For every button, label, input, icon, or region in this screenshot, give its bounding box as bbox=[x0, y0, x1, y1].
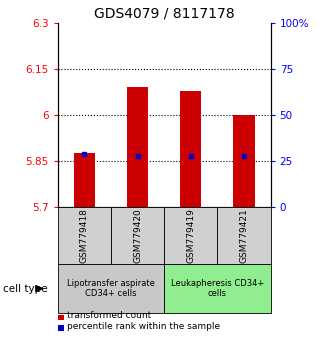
Bar bbox=[58, 264, 164, 313]
Text: GSM779419: GSM779419 bbox=[186, 208, 195, 263]
Text: Leukapheresis CD34+
cells: Leukapheresis CD34+ cells bbox=[171, 279, 264, 298]
Bar bbox=[180, 91, 201, 207]
Text: percentile rank within the sample: percentile rank within the sample bbox=[67, 322, 220, 331]
Text: transformed count: transformed count bbox=[67, 312, 151, 320]
Bar bbox=[164, 207, 217, 264]
Bar bbox=[111, 207, 164, 264]
Text: cell type: cell type bbox=[3, 284, 48, 293]
Bar bbox=[58, 207, 111, 264]
Text: GSM779421: GSM779421 bbox=[240, 208, 248, 263]
Bar bbox=[164, 264, 271, 313]
Text: GSM779420: GSM779420 bbox=[133, 208, 142, 263]
Bar bbox=[127, 87, 148, 207]
Title: GDS4079 / 8117178: GDS4079 / 8117178 bbox=[94, 6, 235, 21]
Bar bbox=[233, 115, 255, 207]
Bar bbox=[74, 153, 95, 207]
Text: Lipotransfer aspirate
CD34+ cells: Lipotransfer aspirate CD34+ cells bbox=[67, 279, 155, 298]
Bar bbox=[217, 207, 271, 264]
Text: GSM779418: GSM779418 bbox=[80, 208, 89, 263]
